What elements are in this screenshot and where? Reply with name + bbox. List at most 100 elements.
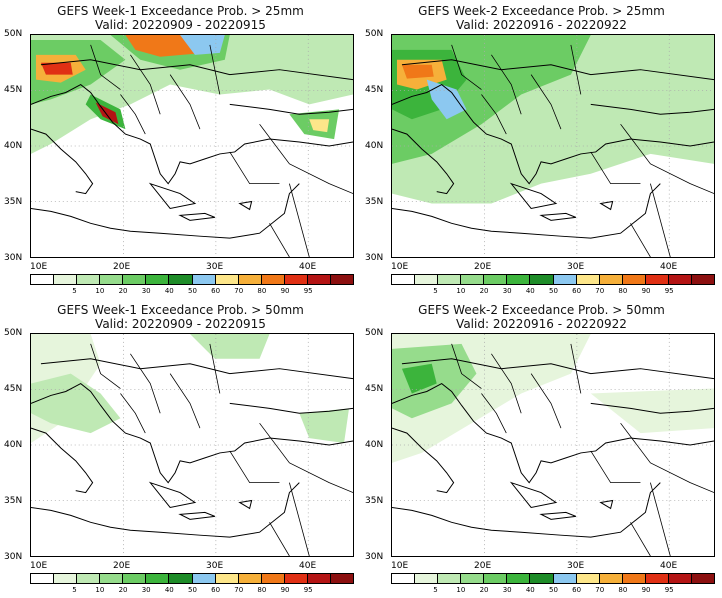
colorbar-swatch [692,275,715,284]
colorbar-swatch [415,275,439,284]
country-border [289,183,310,257]
colorbar-label: 10 [456,287,466,295]
colorbar-label: 30 [141,586,151,594]
country-border [169,373,201,429]
country-border [130,54,161,115]
precip-shading [392,35,714,204]
precip-area [401,64,434,79]
colorbar-swatch [645,275,669,284]
coastline [401,59,714,81]
colorbar-swatch [645,574,669,583]
colorbar-swatch [146,574,170,583]
coastline [31,83,353,185]
colorbar-swatch [123,275,147,284]
lat-label: 35N [4,197,23,207]
coastline [40,59,353,81]
panel-valid-dates: Valid: 20220916 - 20220922 [456,317,627,331]
country-border [120,393,146,434]
colorbar-label: 5 [433,586,438,594]
lat-label: 50N [365,29,384,39]
lat-label: 30N [365,552,384,562]
colorbar-swatch [215,275,239,284]
colorbar-swatch [461,574,485,583]
lat-label: 40N [365,440,384,450]
precip-area [309,119,330,133]
country-border [650,183,671,257]
colorbar-label: 95 [303,287,313,295]
colorbar-label: 80 [257,586,267,594]
colorbar-swatch [438,574,462,583]
map-panel: GEFS Week-1 Exceedance Prob. > 25mm Valid… [0,0,361,299]
map-svg [392,334,714,556]
map-svg [31,334,353,556]
colorbar-swatch [484,275,508,284]
country-border [229,151,280,185]
colorbar-swatch [415,574,439,583]
coastline [392,482,661,538]
borders [451,44,714,257]
coastline [392,83,714,185]
colorbar-label: 95 [664,287,674,295]
colorbar-label: 40 [164,287,174,295]
coastline [599,499,614,510]
panel-valid-dates: Valid: 20220909 - 20220915 [95,317,266,331]
colorbar-label: 60 [572,586,582,594]
colorbar-label: 5 [433,287,438,295]
map-area [30,333,354,557]
colorbar-swatch [31,574,55,583]
lat-label: 50N [4,29,23,39]
coastline [148,481,197,508]
coastline [509,182,558,209]
coastline [392,183,661,239]
lat-label: 40N [365,141,384,151]
colorbar-swatch [123,574,147,583]
country-border [120,94,146,135]
lon-label: 20E [113,561,131,571]
colorbar-label: 70 [234,586,244,594]
colorbar-swatch [392,275,416,284]
lon-label: 30E [206,561,224,571]
coastline [509,481,558,508]
coastline [148,182,197,209]
colorbar-label: 80 [618,287,628,295]
lon-label: 40E [660,262,678,272]
borders [90,343,353,556]
coastline [392,128,455,195]
lon-label: 30E [206,262,224,272]
colorbar-swatch [622,574,646,583]
precip-shading [31,35,353,154]
lat-label: 45N [365,384,384,394]
colorbar-label: 95 [303,586,313,594]
colorbar-label: 20 [118,586,128,594]
country-border [259,422,353,493]
colorbar-label: 90 [641,586,651,594]
colorbar-label: 95 [664,586,674,594]
precip-area [299,408,350,444]
map-area [391,34,715,258]
country-border [530,74,562,130]
precip-area [40,62,73,75]
map-area [30,34,354,258]
lon-label: 20E [474,561,492,571]
colorbar-swatch [77,275,101,284]
colorbar-swatch [169,275,193,284]
colorbar-swatch [307,574,332,583]
colorbar [30,274,354,285]
grid-lines [392,35,714,257]
colorbar-swatch [599,574,623,583]
colorbar-label: 70 [595,586,605,594]
grid-lines [31,334,353,556]
lat-label: 35N [365,496,384,506]
coastline [31,427,94,494]
coastline [31,183,300,239]
colorbar-swatch [192,275,216,284]
lat-label: 40N [4,440,23,450]
country-border [620,422,714,493]
colorbar-swatch [215,574,239,583]
coastline [31,128,94,195]
lon-label: 40E [299,262,317,272]
country-border [229,450,280,484]
country-border [289,482,310,556]
colorbar-label: 40 [164,586,174,594]
coastline [229,103,353,115]
